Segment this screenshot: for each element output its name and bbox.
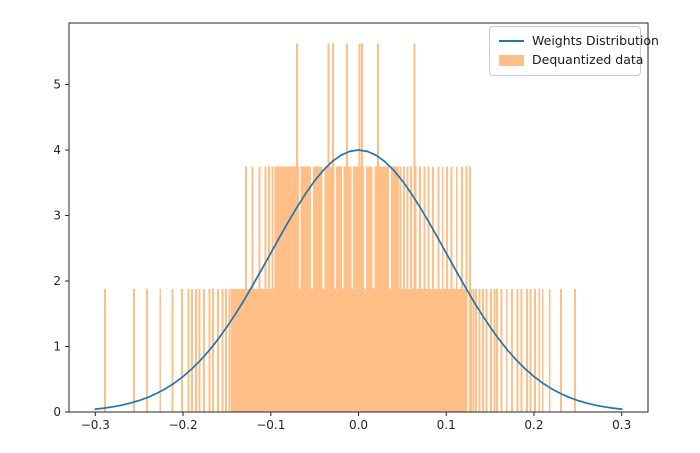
histogram-bar [132, 289, 135, 412]
histogram-bar [358, 43, 361, 413]
histogram-bar [446, 166, 449, 412]
histogram-bar [533, 289, 536, 412]
x-tick-label: −0.1 [256, 418, 285, 432]
histogram-bar [403, 166, 406, 412]
histogram-bar [482, 289, 485, 412]
patch-swatch-icon [499, 55, 524, 67]
histogram-gap [322, 166, 325, 290]
histogram-bar [516, 289, 519, 412]
histogram-bar [541, 289, 544, 412]
legend: Weights Distribution Dequantized data [489, 26, 659, 76]
histogram-bar [346, 43, 349, 413]
y-tick-label: 3 [53, 209, 61, 223]
y-tick-label: 0 [53, 405, 61, 419]
histogram-bar [468, 166, 471, 412]
histogram-bar [332, 43, 335, 413]
histogram-bar [511, 289, 513, 412]
histogram-gap [311, 166, 313, 290]
histogram-bar [159, 289, 162, 412]
x-tick-label: 0.2 [524, 418, 543, 432]
y-tick-label: 4 [53, 143, 61, 157]
line-swatch-icon [499, 40, 524, 43]
legend-entry-weights-distribution: Weights Distribution [499, 33, 659, 48]
histogram-bar [406, 166, 409, 412]
histogram-bar [228, 289, 231, 412]
histogram-bar [203, 289, 206, 412]
histogram-bar [472, 289, 475, 412]
y-tick-label: 5 [53, 78, 61, 92]
histogram-bar [505, 289, 508, 412]
histogram-bar [538, 289, 541, 412]
histogram-bar [376, 43, 379, 413]
histogram-bar [548, 289, 551, 412]
histogram-gap [298, 166, 301, 290]
histogram-bar [574, 289, 577, 412]
histogram-bar [525, 289, 528, 412]
histogram-bar [327, 43, 330, 413]
histogram-bar [529, 289, 532, 412]
x-tick-label: −0.2 [168, 418, 197, 432]
y-tick-label: 1 [53, 340, 61, 354]
x-tick-label: 0.0 [349, 418, 368, 432]
histogram-bar [146, 289, 149, 412]
histogram-bar [450, 166, 453, 412]
histogram-bar [181, 289, 184, 412]
histogram-bar [399, 166, 402, 412]
histogram-bar [493, 289, 496, 412]
histogram-bar [437, 166, 440, 412]
histogram-bar [478, 289, 481, 412]
histogram-bar [475, 289, 478, 412]
histogram-bar [271, 166, 274, 412]
histogram-bar [190, 289, 193, 412]
histogram-bar [225, 289, 227, 412]
histogram-bar [195, 289, 198, 412]
histogram-bar [490, 289, 492, 412]
histogram-bar [198, 289, 201, 412]
histogram-bar [423, 166, 426, 412]
histogram-bar [410, 166, 413, 412]
histogram-bar [418, 166, 421, 412]
histogram-bar [258, 166, 261, 412]
histogram-block [274, 166, 399, 412]
histogram-bar [560, 289, 563, 412]
histogram-bar [361, 43, 363, 413]
histogram-gap [372, 166, 375, 290]
histogram-bar [251, 166, 254, 412]
histogram-bar [500, 289, 503, 412]
legend-label: Dequantized data [532, 52, 644, 68]
histogram-bar [104, 289, 106, 412]
histogram-bar [441, 166, 444, 412]
histogram-bar [413, 43, 416, 413]
x-tick-label: 0.1 [437, 418, 456, 432]
histogram-bar [171, 289, 174, 412]
histogram-bar [221, 289, 224, 412]
histogram-bar [245, 166, 248, 412]
y-tick-label: 2 [53, 274, 61, 288]
histogram-bar [187, 289, 190, 412]
histogram-bar [427, 166, 430, 412]
histogram-gap [351, 166, 354, 290]
distribution-curve [94, 149, 623, 410]
histogram-bar [461, 166, 463, 412]
legend-label: Weights Distribution [532, 33, 659, 48]
histogram-bar [455, 166, 458, 412]
x-tick-label: −0.3 [81, 418, 110, 432]
histogram-bar [268, 166, 270, 412]
histogram-bar [520, 289, 523, 412]
histogram-gap [364, 166, 366, 290]
histogram-bar [496, 289, 499, 412]
x-tick-label: 0.3 [612, 418, 631, 432]
histogram-bar [264, 166, 267, 412]
histogram-bar [485, 289, 488, 412]
histogram-gap [389, 166, 391, 290]
histogram-bar [296, 43, 299, 413]
histogram-bar [211, 289, 214, 412]
histogram-bar [217, 289, 220, 412]
histogram-bar [432, 166, 435, 412]
histogram-gap [334, 166, 337, 290]
histogram-gap [341, 166, 344, 290]
legend-entry-dequantized-data: Dequantized data [499, 52, 643, 67]
